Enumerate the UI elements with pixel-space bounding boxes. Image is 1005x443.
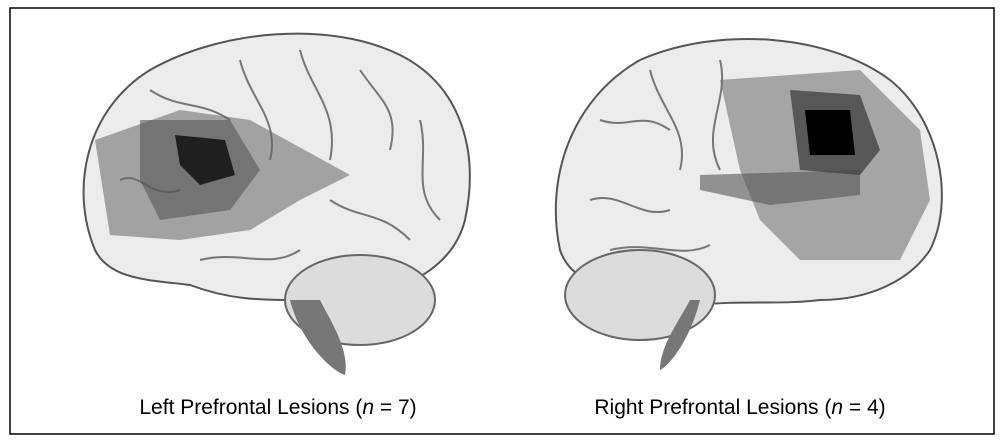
caption-text: Left Prefrontal Lesions (	[139, 396, 362, 419]
figure: Left Prefrontal Lesions (n = 7) Right Pr…	[0, 0, 1005, 443]
caption: Left Prefrontal Lesions (n = 7)	[139, 396, 416, 420]
left-brain	[84, 34, 470, 375]
right-brain	[556, 39, 942, 370]
caption-text: = 7)	[374, 396, 417, 419]
caption-text: = 4)	[843, 396, 886, 419]
caption-text: Right Prefrontal Lesions (	[594, 396, 831, 419]
caption: Right Prefrontal Lesions (n = 4)	[594, 396, 885, 420]
caption-italic: n	[362, 396, 374, 419]
caption-italic: n	[831, 396, 843, 419]
figure-art	[0, 0, 1005, 443]
